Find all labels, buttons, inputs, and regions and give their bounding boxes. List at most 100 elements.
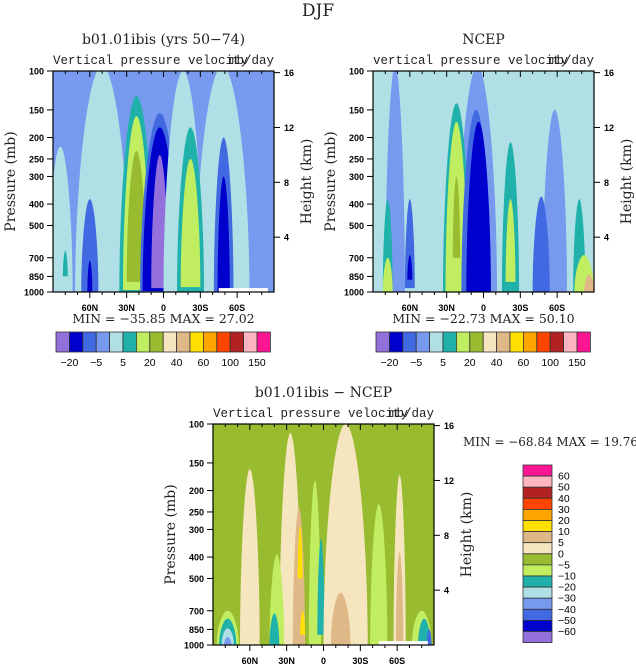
x-tick-label: 60N	[402, 303, 419, 313]
contour-region	[53, 146, 73, 292]
y-right-tick-label: 8	[444, 531, 449, 541]
min-max-stats: MIN = −22.73 MAX = 50.10	[392, 311, 574, 326]
contour-region	[87, 260, 93, 292]
y-tick-label: 150	[29, 105, 44, 115]
colorbar-box	[522, 508, 553, 521]
y-right-tick-label: 12	[284, 123, 294, 133]
y-tick-label: 100	[349, 67, 364, 77]
contour-region	[297, 526, 303, 579]
panel-title: b01.01ibis − NCEP	[255, 385, 392, 401]
colorbar-box	[523, 331, 538, 353]
x-tick-label: 30S	[512, 303, 528, 313]
contour-region	[240, 469, 260, 645]
y-right-tick-label: 4	[284, 233, 289, 243]
y-right-axis-label: Height (km)	[459, 492, 475, 578]
contour-region	[395, 552, 404, 645]
colorbar-box	[522, 620, 553, 632]
colorbar-box	[375, 331, 390, 353]
y-tick-label: 850	[189, 625, 204, 635]
colorbar-box	[402, 331, 417, 353]
contour-region	[81, 199, 99, 292]
y-tick-label: 200	[29, 133, 44, 143]
colorbar-label: 10	[558, 526, 570, 538]
colorbar-label: −5	[90, 357, 102, 369]
contour-region	[370, 503, 388, 645]
y-tick-label: 700	[29, 253, 44, 263]
left-string: Vertical pressure velocity	[213, 407, 409, 421]
colorbar-box	[522, 631, 553, 644]
colorbar-box	[549, 331, 565, 353]
colorbar-box	[522, 531, 553, 544]
right-string: mb/day	[549, 54, 595, 68]
y-axis-label: Pressure (mb)	[323, 131, 339, 231]
contour-region	[532, 196, 550, 292]
y-right-axis-label: Height (km)	[299, 139, 315, 225]
x-tick-label: 60N	[82, 303, 99, 313]
colorbar-label: 20	[144, 357, 156, 369]
contour-region	[180, 158, 201, 288]
colorbar-label: 150	[568, 357, 586, 369]
x-tick-label: 30N	[438, 303, 455, 313]
colorbar-label: 100	[221, 357, 239, 369]
colorbar-label: −50	[558, 615, 576, 627]
colorbar-box	[482, 331, 498, 353]
contour-field	[213, 424, 434, 645]
y-tick-label: 1000	[24, 288, 44, 298]
panel-diff: b01.01ibis − NCEP Vertical pressure veloc…	[163, 385, 636, 664]
colorbar-box	[522, 520, 553, 533]
colorbar-label: 60	[198, 357, 210, 369]
colorbar-label: 40	[558, 493, 570, 505]
y-tick-label: 500	[29, 221, 44, 231]
colorbar-box	[522, 597, 553, 610]
y-tick-label: 500	[349, 221, 364, 231]
x-tick-label: 0	[321, 656, 326, 664]
colorbar-box	[415, 331, 431, 353]
colorbar-label: 5	[440, 357, 446, 369]
colorbar-box	[243, 331, 258, 353]
colorbar-box	[69, 331, 84, 353]
colorbar-label: −30	[558, 593, 576, 605]
panel-title: NCEP	[462, 32, 505, 48]
contour-region	[269, 613, 280, 645]
colorbar-label: 100	[541, 357, 559, 369]
contour-region	[584, 274, 594, 292]
y-tick-label: 200	[189, 486, 204, 496]
colorbar-box	[135, 331, 151, 353]
colorbar-box	[442, 331, 457, 353]
colorbar-label: 20	[464, 357, 476, 369]
y-right-tick-label: 12	[604, 123, 614, 133]
y-tick-label: 150	[189, 458, 204, 468]
colorbar-box	[522, 575, 553, 588]
colorbar-box	[256, 331, 271, 353]
left-string: Vertical pressure velocity	[53, 54, 249, 68]
x-tick-label: 60S	[389, 656, 405, 664]
colorbar-box	[509, 331, 524, 353]
y-right-tick-label: 8	[284, 178, 289, 188]
y-tick-label: 300	[29, 172, 44, 182]
y-right-tick-label: 12	[444, 476, 454, 486]
contour-region	[330, 592, 351, 645]
y-tick-label: 200	[349, 133, 364, 143]
colorbar-box	[388, 331, 404, 353]
y-tick-label: 500	[189, 574, 204, 584]
colorbar-box	[522, 542, 553, 555]
y-tick-label: 850	[349, 272, 364, 282]
colorbar-box	[522, 475, 553, 488]
x-tick-label: 0	[161, 303, 166, 313]
colorbar-box	[522, 497, 553, 510]
y-right-tick-label: 4	[604, 233, 609, 243]
y-right-tick-label: 16	[284, 68, 294, 78]
colorbar-box	[522, 564, 553, 577]
panel-title: b01.01ibis (yrs 50−74)	[82, 32, 245, 48]
y-axis-label: Pressure (mb)	[3, 131, 19, 231]
right-string: mb/day	[389, 407, 435, 421]
contour-region	[62, 250, 68, 277]
colorbar-box	[109, 331, 124, 353]
y-right-axis-label: Height (km)	[619, 139, 635, 225]
colorbar-box	[576, 331, 591, 353]
colorbar-box	[55, 331, 70, 353]
contour-region	[466, 121, 491, 292]
colorbar-box	[455, 331, 471, 353]
